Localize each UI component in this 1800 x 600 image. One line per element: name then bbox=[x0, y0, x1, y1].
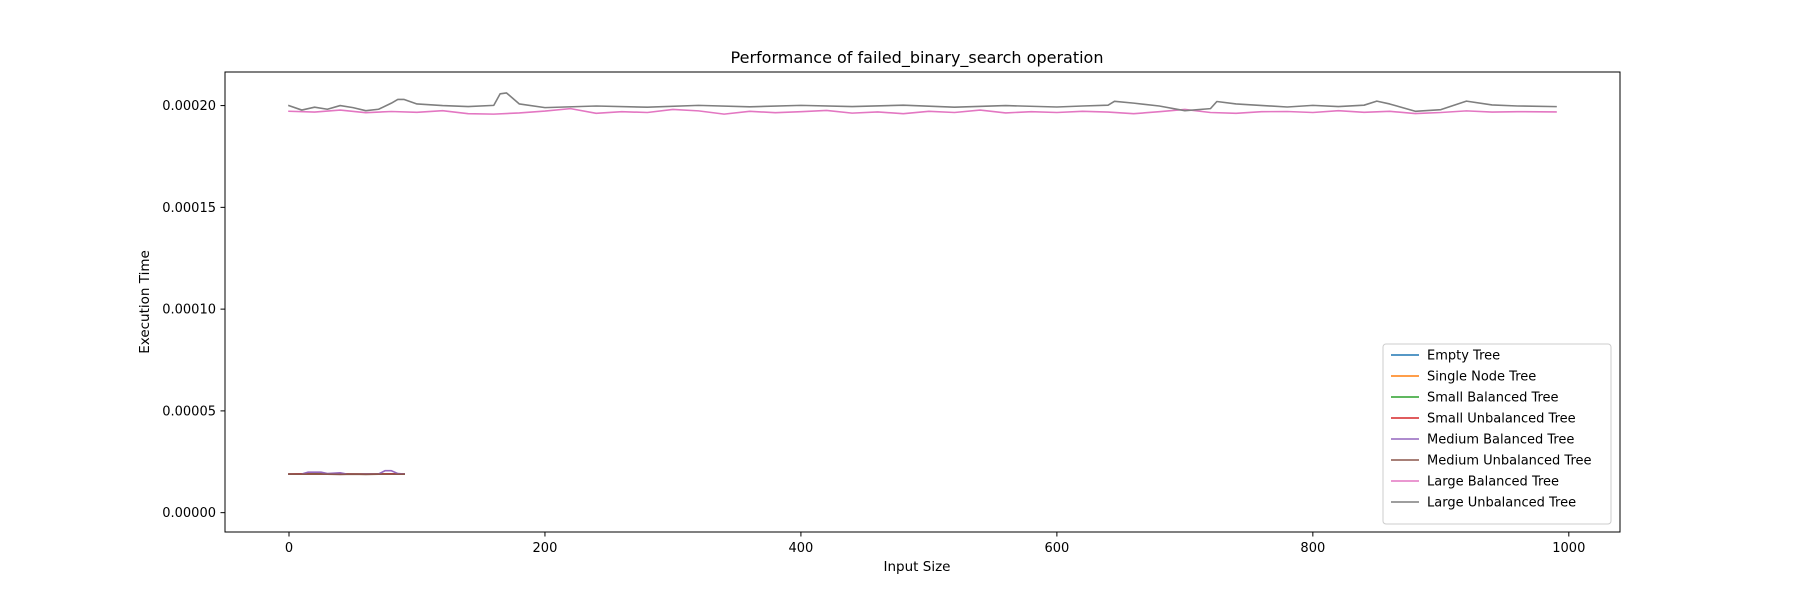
y-tick-label: 0.00000 bbox=[162, 506, 216, 521]
x-tick-label: 200 bbox=[533, 541, 558, 556]
series-line-6 bbox=[288, 107, 1557, 115]
y-tick-label: 0.00005 bbox=[162, 404, 216, 419]
y-tick-label: 0.00010 bbox=[162, 303, 216, 318]
legend-label: Single Node Tree bbox=[1427, 370, 1536, 385]
x-tick-label: 600 bbox=[1044, 541, 1069, 556]
x-tick-label: 0 bbox=[285, 541, 293, 556]
y-tick-label: 0.00020 bbox=[162, 99, 216, 114]
x-axis-label: Input Size bbox=[884, 559, 951, 575]
legend-label: Small Unbalanced Tree bbox=[1427, 412, 1576, 427]
plot-area bbox=[287, 92, 1557, 476]
legend: Empty Tree Single Node Tree Small Balanced… bbox=[1382, 343, 1612, 525]
x-tick-label: 1000 bbox=[1552, 541, 1585, 556]
legend-label: Large Unbalanced Tree bbox=[1427, 496, 1576, 511]
x-tick-label: 400 bbox=[789, 541, 814, 556]
plot-frame bbox=[224, 71, 1621, 533]
legend-label: Medium Unbalanced Tree bbox=[1427, 454, 1592, 469]
legend-label: Small Balanced Tree bbox=[1427, 391, 1559, 406]
y-tick-label: 0.00015 bbox=[162, 201, 216, 216]
axis-ticks: 0 200 400 600 800 1000 0.00000 0.00005 0.00010 0.… bbox=[162, 99, 1585, 556]
y-axis-label: Execution Time bbox=[137, 250, 153, 354]
x-tick-label: 800 bbox=[1300, 541, 1325, 556]
legend-box bbox=[1382, 343, 1612, 525]
chart-title: Performance of failed_binary_search oper… bbox=[731, 48, 1104, 68]
legend-label: Large Balanced Tree bbox=[1427, 475, 1559, 490]
legend-label: Medium Balanced Tree bbox=[1427, 433, 1574, 448]
legend-label: Empty Tree bbox=[1427, 349, 1500, 364]
series-line-7 bbox=[287, 92, 1557, 113]
